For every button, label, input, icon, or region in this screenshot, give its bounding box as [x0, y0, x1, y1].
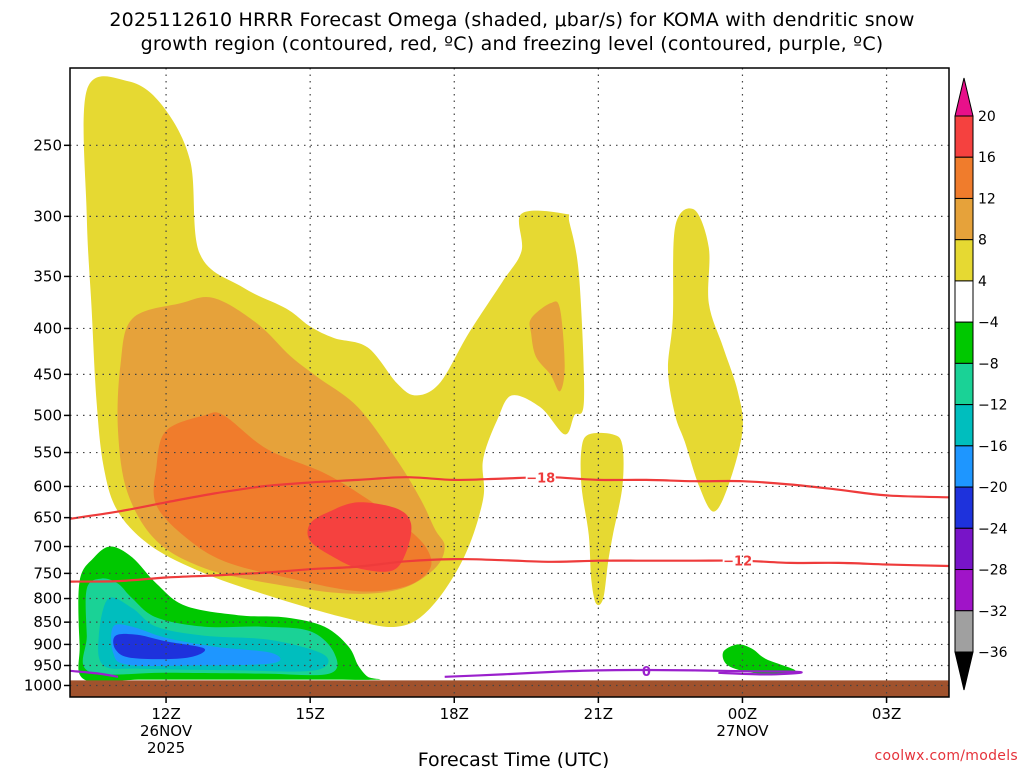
y-tick-label: 1000	[24, 676, 62, 694]
x-tick-label: 21Z	[584, 705, 613, 723]
y-tick-label: 250	[33, 136, 62, 154]
y-tick-label: 850	[33, 613, 62, 631]
colorbar-box	[954, 610, 974, 653]
colorbar-box	[954, 321, 974, 364]
chart-title-line1: 2025112610 HRRR Forecast Omega (shaded, …	[109, 9, 915, 31]
contour-label-isotherm-minus12: −12	[723, 555, 752, 570]
contour-isotherm-minus18	[70, 476, 949, 520]
x-tick-label: 00Z	[728, 705, 757, 723]
colorbar-tick-label: −24	[978, 521, 1008, 537]
credit-text: coolwx.com/models	[874, 748, 1018, 764]
colorbar-tick-label: 16	[978, 150, 996, 166]
x-tick-sublabel: 26NOV	[140, 722, 193, 740]
colorbar-tick-label: 4	[978, 274, 987, 290]
colorbar-tick-label: −4	[978, 315, 999, 331]
colorbar-box	[954, 115, 974, 158]
contour-label-freezing-level-0: 0	[642, 665, 651, 680]
omega-region-descent-20	[113, 633, 206, 660]
colorbar-box	[954, 362, 974, 406]
colorbar-box	[954, 569, 974, 612]
chart-title: 2025112610 HRRR Forecast Omega (shaded, …	[0, 8, 1024, 56]
colorbar-tick-label: −8	[978, 356, 999, 372]
contour-label-bg	[525, 470, 556, 485]
contour-freezing-level-0	[70, 669, 119, 678]
colorbar-tick-label: 20	[978, 109, 996, 125]
x-tick-sublabel: 2025	[147, 739, 185, 757]
chart-title-line2: growth region (contoured, red, ºC) and f…	[140, 33, 884, 55]
y-tick-label: 350	[33, 267, 62, 285]
colorbar-box	[954, 197, 974, 241]
colorbar-tick-label: −36	[978, 645, 1008, 661]
colorbar-box	[954, 404, 974, 447]
x-axis-label: Forecast Time (UTC)	[418, 749, 609, 768]
contour-label-isotherm-minus18: −18	[526, 472, 555, 487]
y-tick-label: 700	[33, 538, 62, 556]
y-tick-label: 900	[33, 635, 62, 653]
omega-region-descent-4-east	[722, 644, 796, 675]
colorbar-tick-label: 8	[978, 233, 987, 249]
x-tick-label: 15Z	[295, 705, 324, 723]
colorbar-tick-label: −16	[978, 439, 1008, 455]
y-tick-label: 650	[33, 509, 62, 527]
omega-region-ascent-8-upper	[529, 301, 565, 392]
colorbar-box	[954, 486, 974, 529]
colorbar-tick-label: −32	[978, 604, 1008, 620]
y-tick-label: 800	[33, 590, 62, 608]
x-tick-label: 18Z	[440, 705, 469, 723]
colorbar-top-arrow	[954, 77, 974, 117]
y-tick-label: 600	[33, 477, 62, 495]
y-tick-label: 550	[33, 444, 62, 462]
colorbar-tick-label: −28	[978, 563, 1008, 579]
y-tick-label: 950	[33, 656, 62, 674]
x-tick-label: 12Z	[151, 705, 180, 723]
colorbar-box	[954, 239, 974, 282]
colorbar-tick-label: −12	[978, 398, 1008, 414]
y-tick-label: 500	[33, 406, 62, 424]
y-tick-label: 450	[33, 365, 62, 383]
plot-frame	[69, 67, 950, 698]
omega-region-ascent-4-east	[667, 208, 743, 512]
colorbar-bottom-arrow	[954, 651, 974, 691]
x-tick-label: 03Z	[872, 705, 901, 723]
y-tick-label: 750	[33, 564, 62, 582]
contour-freezing-level-0-b	[444, 668, 803, 678]
colorbar-box	[954, 527, 974, 571]
y-tick-label: 400	[33, 319, 62, 337]
omega-region-ascent-4-mid	[580, 432, 624, 606]
omega-region-ascent-16	[307, 502, 412, 572]
colorbar-box	[954, 445, 974, 488]
ground-surface	[70, 680, 949, 697]
contour-label-bg	[722, 553, 753, 568]
colorbar-tick-label: −20	[978, 480, 1008, 496]
colorbar-box	[954, 280, 974, 323]
colorbar-tick-label: 12	[978, 191, 996, 207]
contour-isotherm-minus12	[70, 557, 949, 583]
colorbar-box	[954, 156, 974, 199]
y-tick-label: 300	[33, 207, 62, 225]
x-tick-sublabel: 27NOV	[716, 722, 769, 740]
